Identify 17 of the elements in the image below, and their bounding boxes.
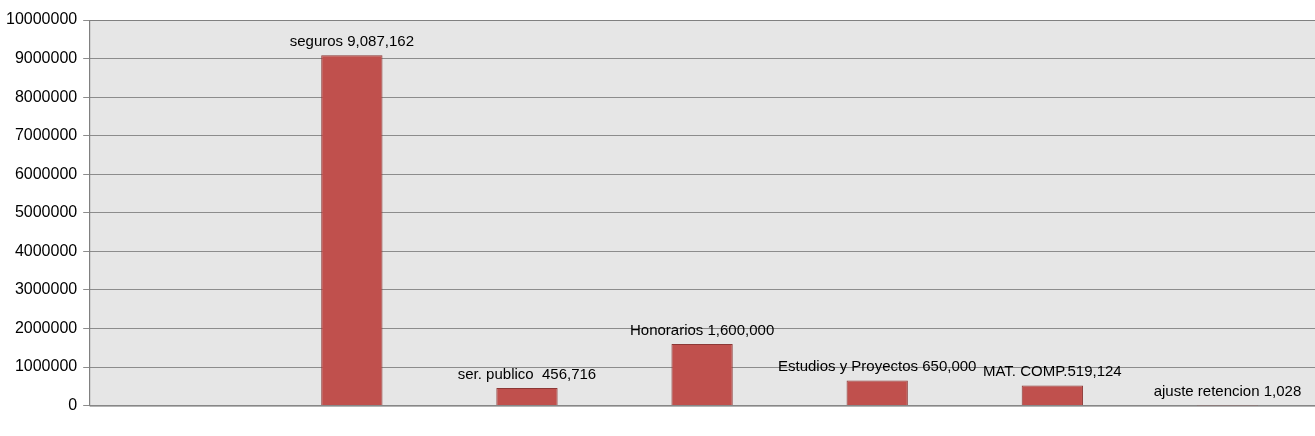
y-tick-label: 10000000 bbox=[6, 10, 78, 28]
y-tick-label: 4000000 bbox=[14, 241, 78, 259]
y-tick-label: 8000000 bbox=[14, 87, 78, 105]
y-tick-label: 3000000 bbox=[14, 280, 78, 298]
y-tick-label: 1000000 bbox=[14, 357, 78, 375]
data-label: ajuste retencion 1,028 bbox=[1153, 382, 1302, 400]
y-tick-label: 6000000 bbox=[14, 164, 78, 182]
y-tick-label: 9000000 bbox=[14, 48, 78, 66]
data-label: Estudios y Proyectos 650,000 bbox=[777, 357, 977, 375]
y-tick-label: 7000000 bbox=[14, 126, 78, 144]
data-label: MAT. COMP.519,124 bbox=[982, 362, 1122, 380]
data-label: seguros 9,087,162 bbox=[289, 31, 414, 49]
y-tick-label: 5000000 bbox=[14, 203, 78, 221]
y-tick-label: 0 bbox=[68, 396, 78, 414]
y-tick-label: 2000000 bbox=[14, 318, 78, 336]
data-label: ser. publico 456,716 bbox=[457, 364, 597, 382]
data-label: Honorarios 1,600,000 bbox=[629, 320, 775, 338]
